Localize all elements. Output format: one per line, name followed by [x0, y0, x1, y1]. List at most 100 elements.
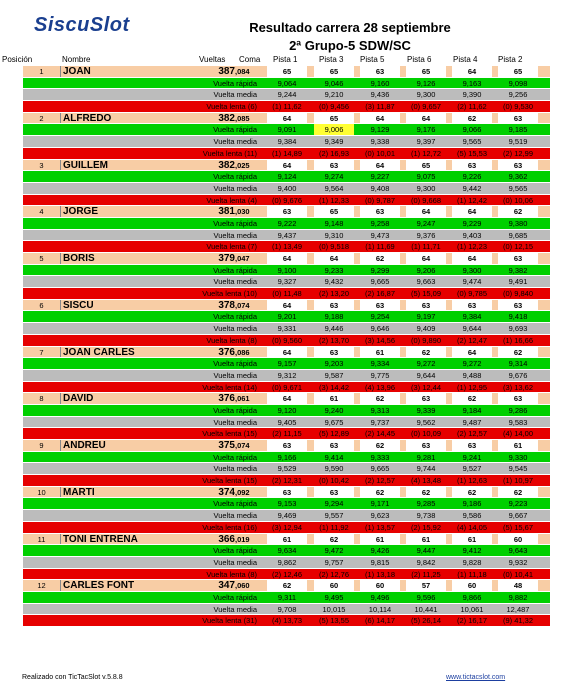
lap-time-cell: 9,380: [508, 218, 528, 228]
position-cell: 10: [23, 486, 61, 498]
row-label: Vuelta media: [63, 89, 263, 100]
lap-time-cell: (0) 10,41: [502, 569, 534, 579]
row-label-text: Vuelta media: [213, 230, 258, 240]
fast-lap-row: Vuelta rápida 9,166 9,414 9,333 9,281 9,241 9,…: [23, 451, 550, 464]
lap-time-cell: 9,311: [277, 592, 297, 602]
row-label: Vuelta media: [63, 276, 263, 287]
laps-total: 376: [218, 346, 235, 358]
track-laps-cell: 60: [360, 580, 400, 591]
driver-name: GUILLEM: [63, 159, 108, 171]
track-laps-cell: 60: [452, 580, 492, 591]
col-track-5: Pista 5: [360, 55, 385, 64]
row-label: Vuelta rápida: [63, 171, 263, 182]
row-label: Vuelta media: [63, 417, 263, 428]
lap-time-cell: 9,285: [416, 499, 436, 509]
driver-summary-row: 12 CARLES FONT 347,060 62 60 60 57 60 48: [23, 580, 550, 592]
track-laps-cell: 62: [314, 533, 354, 545]
lap-time-cell: 9,176: [416, 125, 436, 135]
row-label-text: Vuelta rápida: [213, 218, 257, 228]
lap-time-cell: 9,583: [508, 417, 528, 427]
row-label: Vuelta lenta (15): [63, 475, 263, 486]
position-cell: 5: [23, 253, 61, 264]
row-label-text: Vuelta rápida: [213, 172, 257, 182]
lap-time-cell: 9,272: [462, 359, 482, 369]
laps-fraction: ,025: [235, 160, 250, 170]
lap-time-cell: 9,644: [416, 370, 436, 380]
lap-time-cell: 9,333: [370, 452, 390, 462]
lap-time-cell: 9,124: [277, 172, 297, 182]
lap-time-cell: 9,446: [324, 324, 344, 334]
average-lap-row: Vuelta media 9,862 9,757 9,815 9,842 9,828 9,9…: [23, 556, 550, 569]
laps-fraction: ,074: [235, 441, 250, 450]
lap-time-cell: (0) 9,560: [271, 335, 303, 345]
lap-time-cell: 9,397: [416, 137, 436, 147]
lap-time-cell: 9,210: [324, 90, 344, 100]
lap-time-cell: (1) 12,23: [456, 242, 488, 252]
slow-lap-count: (7): [247, 242, 257, 252]
lap-time-cell: 9,382: [508, 265, 528, 275]
lap-time-cell: 9,188: [324, 312, 344, 322]
row-label: Vuelta lenta (10): [63, 288, 263, 299]
row-label-text: Vuelta media: [213, 604, 258, 614]
average-lap-row: Vuelta media 9,327 9,432 9,665 9,663 9,474 9,4…: [23, 276, 550, 289]
driver-block: 7 JOAN CARLES 376,086 64 63 61 62 64 62 Vuelta rá…: [23, 346, 550, 394]
driver-block: 3 GUILLEM 382,025 64 63 64 65 63 63 Vuelta rápida…: [23, 159, 550, 207]
lap-time-cell: 9,932: [508, 557, 528, 567]
lap-time-cell: 9,339: [416, 405, 436, 415]
lap-time-cell: (0) 9,840: [502, 289, 534, 299]
report-subtitle: 2ª Grupo-5 SDW/SC: [289, 38, 411, 53]
lap-time-cell: (5) 15,67: [502, 522, 534, 532]
row-label: Vuelta lenta (4): [63, 195, 263, 206]
track-laps-cell: 63: [498, 253, 538, 264]
driver-name: DAVID: [63, 393, 94, 405]
track-laps-cell: 64: [452, 206, 492, 217]
driver-block: 5 BORIS 379,047 64 64 62 64 64 63 Vuelta rápida 9,…: [23, 253, 550, 300]
track-laps-cell: 61: [406, 533, 446, 545]
fast-lap-row: Vuelta rápida 9,064 9,046 9,160 9,126 9,163 9,…: [23, 77, 550, 90]
lap-time-cell: 9,488: [462, 370, 482, 380]
track-laps-cell: 62: [452, 486, 492, 498]
lap-time-cell: (2) 12,31: [271, 476, 303, 486]
track-laps-cell: 63: [452, 159, 492, 171]
lap-time-cell: 9,527: [462, 464, 482, 474]
driver-block: 12 CARLES FONT 347,060 62 60 60 57 60 48 Vuelta r…: [23, 580, 550, 627]
row-label-text: Vuelta rápida: [213, 312, 257, 322]
track-laps-cell: 62: [498, 346, 538, 358]
lap-time-cell: (0) 9,657: [410, 102, 442, 112]
driver-summary-row: 3 GUILLEM 382,025 64 63 64 65 63 63: [23, 159, 550, 172]
laps-fraction: ,047: [235, 254, 250, 263]
row-label: Vuelta lenta (8): [63, 569, 263, 580]
lap-time-cell: (3) 12,94: [271, 522, 303, 532]
lap-time-cell: 10,441: [414, 604, 438, 614]
lap-time-cell: 9,472: [324, 546, 344, 556]
lap-time-cell: (2) 14,45: [364, 429, 396, 439]
lap-time-cell: 9,408: [370, 183, 390, 193]
track-laps-cell: 62: [406, 346, 446, 358]
lap-time-cell: (4) 13,96: [364, 382, 396, 392]
track-laps-cell: 63: [314, 486, 354, 498]
driver-name: ALFREDO: [63, 112, 112, 124]
lap-time-cell: 9,227: [370, 172, 390, 182]
laps-total: 375: [218, 440, 235, 451]
track-laps-cell: 65: [406, 66, 446, 77]
driver-block: 6 SISCU 378,074 64 63 63 63 63 63 Vuelta rápida 9,…: [23, 299, 550, 347]
lap-time-cell: (0) 9,890: [410, 335, 442, 345]
row-label: Vuelta media: [63, 604, 263, 615]
laps-total: 379: [218, 253, 235, 264]
average-lap-row: Vuelta media 9,331 9,446 9,646 9,409 9,644 9,6…: [23, 323, 550, 335]
track-laps-cell: 64: [267, 393, 307, 404]
lap-time-cell: 9,294: [324, 499, 344, 509]
driver-block: 4 JORGE 381,030 63 65 63 64 64 62 Vuelta rápida 9,…: [23, 206, 550, 253]
lap-time-cell: 10,015: [322, 604, 346, 614]
footer-link[interactable]: www.tictacslot.com: [446, 674, 506, 681]
driver-name: JOAN CARLES: [63, 346, 135, 358]
lap-time-cell: (5) 15,53: [456, 148, 488, 158]
driver-name: SISCU: [63, 299, 94, 311]
row-label-text: Vuelta lenta: [206, 335, 246, 345]
lap-time-cell: 9,414: [324, 452, 344, 462]
position-cell: 1: [23, 66, 61, 77]
track-laps-cell: 62: [360, 253, 400, 264]
lap-time-cell: 9,587: [324, 370, 344, 380]
lap-time-cell: 9,667: [508, 511, 528, 521]
row-label-text: Vuelta lenta: [202, 148, 243, 158]
